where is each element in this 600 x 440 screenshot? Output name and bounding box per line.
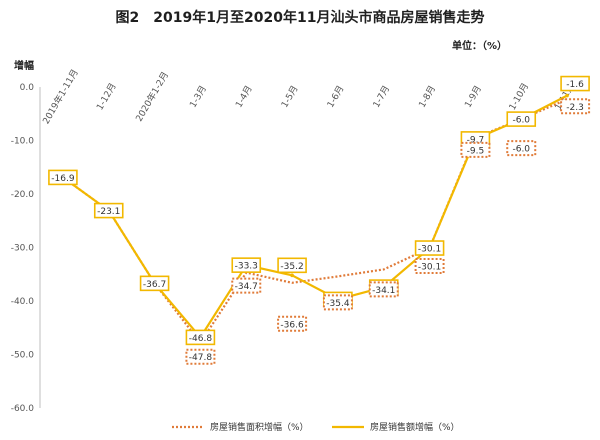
- x-category-label: 2019年1-11月: [40, 67, 81, 126]
- data-label-box: [460, 141, 491, 158]
- data-label-group: -1.6: [560, 75, 590, 92]
- data-label-box: [139, 275, 170, 292]
- data-label: -35.2: [280, 262, 303, 272]
- data-label-box: [414, 240, 445, 256]
- data-label: -30.1: [418, 245, 441, 255]
- data-label-box: [185, 348, 216, 365]
- data-label-box: [231, 257, 262, 273]
- data-label: -36.6: [280, 320, 304, 330]
- data-label: -9.7: [467, 135, 485, 145]
- x-category-label: 1-7月: [371, 84, 392, 110]
- x-category-label: 1-8月: [417, 84, 438, 110]
- data-label-group: -30.1: [414, 240, 445, 256]
- x-category-label: 2020年1-2月: [133, 69, 171, 123]
- data-label-box: [560, 75, 590, 92]
- data-label-box: [368, 281, 399, 298]
- data-label-box: [277, 315, 308, 332]
- y-tick-label: -40.0: [11, 297, 35, 307]
- data-label-box: [560, 98, 591, 115]
- data-label: -6.0: [512, 116, 530, 126]
- data-label-group: -46.8: [185, 329, 216, 346]
- legend-label-2: 房屋销售额增幅（%）: [370, 421, 460, 433]
- data-label: -46.8: [189, 334, 213, 344]
- data-label-group: -33.3: [231, 257, 262, 273]
- data-label-box: [277, 257, 307, 274]
- data-label-box: [48, 169, 78, 186]
- x-category-label: 1-9月: [463, 84, 484, 110]
- data-label-box: [231, 277, 262, 294]
- data-label: -30.1: [418, 263, 441, 273]
- data-label: -23.1: [97, 207, 120, 217]
- y-tick-label: -10.0: [11, 137, 35, 147]
- data-label-group: -34.1: [368, 281, 399, 298]
- data-label-group: -9.5: [460, 141, 491, 158]
- y-tick-label: 0.0: [20, 83, 35, 93]
- data-label-group: -47.8: [185, 348, 216, 365]
- legend-label-1: 房屋销售面积增幅（%）: [210, 421, 309, 433]
- y-tick-label: -20.0: [11, 190, 35, 200]
- data-label-group: -6.0: [506, 111, 537, 127]
- data-label: -9.5: [467, 146, 485, 156]
- data-label-group: -35.2: [277, 257, 307, 274]
- data-label-box: [506, 140, 537, 157]
- data-label-group: -6.0: [506, 140, 537, 157]
- y-tick-label: -50.0: [11, 351, 35, 361]
- data-label-group: -35.4: [322, 294, 353, 311]
- data-label: -1.6: [566, 80, 584, 90]
- y-tick-label: -60.0: [11, 404, 35, 414]
- data-label: -34.7: [235, 282, 258, 292]
- x-category-label: 1-6月: [325, 84, 346, 110]
- x-category-label: 1-3月: [188, 84, 209, 110]
- data-label-group: -2.3: [560, 98, 591, 115]
- data-label-group: -16.9: [48, 169, 78, 186]
- data-label: -34.1: [372, 286, 395, 296]
- x-category-label: 1-5月: [279, 84, 300, 110]
- chart-title: 图2 2019年1月至2020年11月汕头市商品房屋销售走势: [115, 10, 485, 26]
- x-category-label: 1-12月: [94, 81, 118, 112]
- data-label: -33.3: [235, 262, 258, 272]
- data-label-box: [93, 202, 124, 219]
- data-label: -47.8: [189, 353, 213, 363]
- data-label: -16.9: [51, 174, 75, 184]
- data-label-group: -34.7: [231, 277, 262, 294]
- data-label: -2.3: [566, 103, 584, 113]
- series-line-1: [62, 98, 568, 344]
- data-label-group: -23.1: [93, 202, 124, 219]
- data-point-2: [290, 273, 294, 278]
- y-axis-label: 增幅: [14, 61, 34, 72]
- unit-label: 单位：（%）: [452, 41, 508, 52]
- data-label: -35.4: [326, 299, 350, 309]
- data-label-group: -30.1: [414, 258, 445, 275]
- data-label-box: [506, 111, 537, 127]
- data-label-box: [185, 329, 216, 346]
- data-label-box: [414, 258, 445, 275]
- series-line-2: [62, 94, 568, 339]
- x-category-label: 1-10月: [507, 81, 531, 112]
- x-category-label: 1-4月: [233, 84, 254, 110]
- data-label: -36.7: [143, 280, 166, 290]
- data-label: -6.0: [512, 145, 530, 155]
- data-label-box: [322, 294, 353, 311]
- data-point-2: [565, 93, 569, 98]
- y-tick-label: -30.0: [11, 244, 35, 254]
- data-label-group: -36.7: [139, 275, 170, 292]
- data-label-group: -36.6: [277, 315, 308, 332]
